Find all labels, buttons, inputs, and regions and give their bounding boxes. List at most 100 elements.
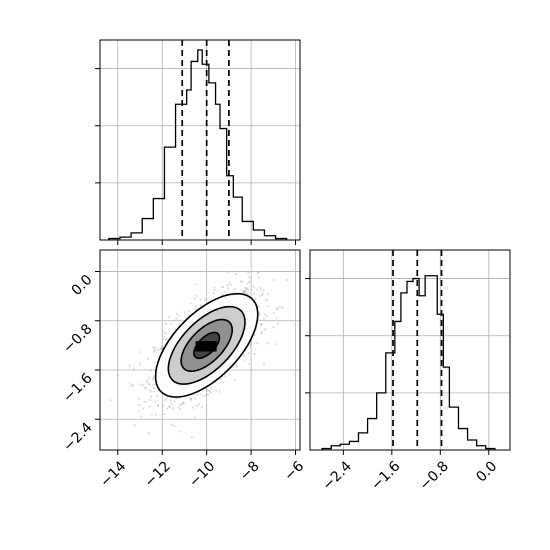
scatter-point bbox=[109, 399, 112, 402]
scatter-point bbox=[253, 334, 256, 337]
scatter-point bbox=[199, 393, 202, 396]
scatter-point bbox=[157, 404, 160, 407]
scatter-point bbox=[164, 332, 168, 335]
scatter-point bbox=[275, 317, 278, 320]
scatter-point bbox=[243, 359, 246, 362]
scatter-point bbox=[199, 304, 202, 307]
scatter-point bbox=[228, 282, 231, 285]
scatter-point bbox=[193, 297, 196, 300]
scatter-point bbox=[190, 397, 193, 401]
scatter-point bbox=[159, 347, 162, 350]
scatter-point bbox=[162, 330, 165, 333]
scatter-point bbox=[267, 293, 270, 296]
scatter-point bbox=[183, 311, 186, 314]
scatter-point bbox=[164, 322, 167, 325]
axes-frame bbox=[99, 39, 301, 241]
scatter-point bbox=[259, 286, 262, 290]
scatter-point bbox=[128, 382, 132, 385]
scatter-point bbox=[181, 402, 184, 406]
scatter-point bbox=[153, 390, 156, 393]
scatter-point bbox=[197, 403, 200, 406]
scatter-point bbox=[246, 282, 249, 285]
x-tick-label: −1.6 bbox=[368, 458, 403, 493]
scatter-point bbox=[152, 384, 155, 387]
contour-line bbox=[193, 331, 221, 360]
scatter-point bbox=[152, 350, 155, 353]
scatter-point bbox=[243, 353, 246, 356]
x-tick-label: −8 bbox=[237, 458, 263, 484]
scatter-point bbox=[275, 343, 278, 346]
scatter-point bbox=[133, 424, 136, 427]
scatter-point bbox=[221, 381, 224, 384]
scatter-point bbox=[258, 311, 261, 314]
scatter-point bbox=[148, 383, 151, 386]
scatter-point bbox=[154, 347, 157, 350]
scatter-point bbox=[257, 276, 260, 279]
scatter-point bbox=[179, 408, 182, 411]
y-tick-label: 0.0 bbox=[69, 272, 96, 299]
scatter-point bbox=[247, 271, 250, 274]
x-tick-label: −6 bbox=[281, 458, 307, 484]
histogram-step-line bbox=[321, 275, 496, 450]
scatter-point bbox=[265, 298, 268, 301]
axes-frame bbox=[99, 249, 301, 451]
scatter-point bbox=[256, 288, 259, 291]
scatter-point bbox=[244, 290, 247, 293]
scatter-point bbox=[241, 280, 244, 283]
scatter-point bbox=[249, 343, 252, 346]
scatter-point bbox=[223, 290, 226, 293]
x-tick-label: −12 bbox=[142, 458, 174, 490]
density-2d-panel: −14 −12 −10 −8 −6 0.0 −0.8 −1.6 −2.4 bbox=[60, 249, 307, 491]
scatter-point bbox=[221, 286, 225, 289]
scatter-point bbox=[252, 285, 255, 288]
scatter-point bbox=[266, 342, 269, 345]
scatter-point bbox=[258, 295, 262, 298]
scatter-point bbox=[148, 405, 151, 408]
scatter-point bbox=[244, 286, 247, 289]
scatter-point bbox=[205, 393, 208, 396]
scatter-point bbox=[144, 387, 147, 390]
scatter-point bbox=[193, 397, 197, 400]
scatter-point bbox=[168, 405, 171, 408]
scatter-point bbox=[195, 404, 198, 407]
scatter-point bbox=[199, 298, 202, 301]
scatter-point bbox=[259, 323, 262, 326]
scatter-point bbox=[260, 324, 263, 327]
scatter-point bbox=[258, 313, 262, 316]
scatter-point bbox=[156, 404, 160, 407]
scatter-point bbox=[161, 338, 164, 341]
x-tick-label: −10 bbox=[186, 458, 218, 490]
scatter-point bbox=[167, 315, 170, 318]
scatter-point bbox=[163, 399, 166, 402]
scatter-point bbox=[165, 397, 168, 400]
scatter-point bbox=[227, 270, 230, 273]
scatter-point bbox=[182, 402, 185, 405]
scatter-point bbox=[233, 378, 237, 381]
contour-line bbox=[154, 292, 259, 398]
scatter-point bbox=[170, 423, 173, 426]
scatter-point bbox=[137, 409, 140, 413]
scatter-point bbox=[277, 322, 280, 325]
scatter-point bbox=[256, 342, 259, 345]
scatter-point bbox=[139, 351, 142, 354]
scatter-point bbox=[152, 387, 156, 390]
scatter-point bbox=[140, 415, 143, 418]
scatter-point bbox=[148, 383, 151, 386]
scatter-point bbox=[154, 349, 157, 352]
scatter-point bbox=[143, 401, 146, 404]
scatter-point bbox=[263, 317, 266, 320]
scatter-point bbox=[252, 292, 255, 295]
scatter-point bbox=[229, 284, 232, 287]
scatter-point bbox=[142, 384, 145, 387]
scatter-point bbox=[263, 328, 267, 331]
scatter-point bbox=[148, 389, 151, 392]
scatter-point bbox=[263, 362, 266, 365]
x-tick-label: −2.4 bbox=[320, 458, 355, 493]
scatter-point bbox=[157, 348, 160, 351]
scatter-point bbox=[146, 378, 149, 381]
scatter-point bbox=[245, 287, 248, 291]
scatter-point bbox=[226, 284, 229, 287]
scatter-point bbox=[256, 271, 259, 274]
scatter-point bbox=[138, 362, 141, 365]
scatter-point bbox=[234, 272, 237, 276]
